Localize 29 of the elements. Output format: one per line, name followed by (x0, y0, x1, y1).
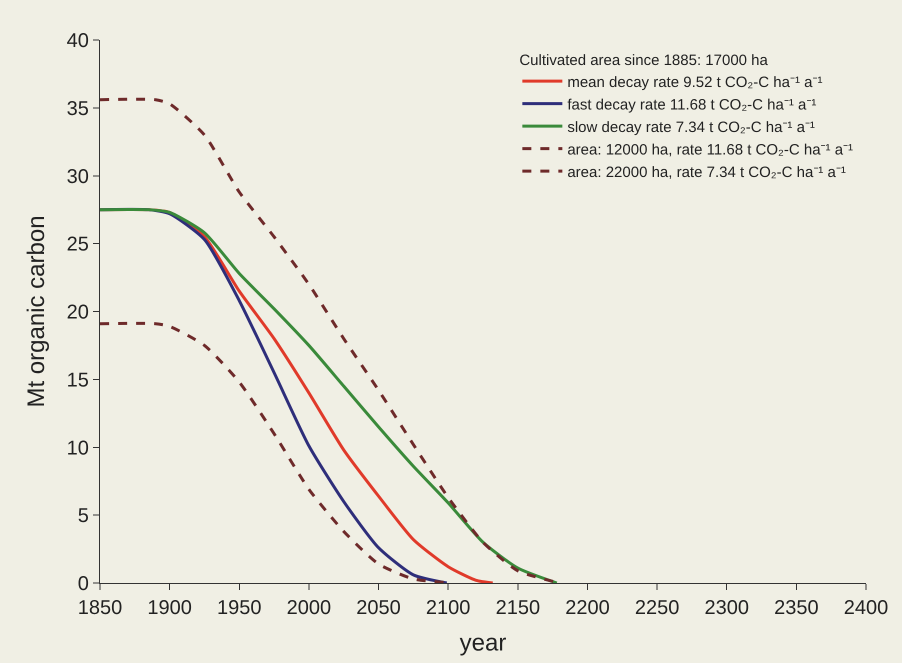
x-tick-label: 2300 (704, 597, 749, 620)
legend-label: fast decay rate 11.68 t CO₂-C ha⁻¹ a⁻¹ (567, 96, 816, 114)
y-tick-label: 30 (66, 166, 89, 188)
legend-label: area: 22000 ha, rate 7.34 t CO₂-C ha⁻¹ a⁻¹ (567, 164, 846, 182)
x-tick-label: 2200 (565, 597, 610, 620)
x-tick-label: 1950 (217, 597, 262, 620)
legend-label: area: 12000 ha, rate 11.68 t CO₂-C ha⁻¹ a⁻¹ (567, 142, 854, 159)
y-tick-label: 5 (78, 505, 89, 528)
x-tick-label: 2000 (286, 597, 332, 620)
x-tick-label: 2400 (844, 597, 888, 620)
y-tick-label: 25 (66, 234, 89, 256)
x-tick-label: 2050 (356, 597, 401, 620)
x-tick-label: 2350 (774, 597, 819, 620)
y-tick-label: 40 (66, 30, 89, 52)
legend-label: mean decay rate 9.52 t CO₂-C ha⁻¹ a⁻¹ (567, 74, 822, 92)
y-tick-label: 20 (66, 302, 89, 324)
y-axis-title: Mt organic carbon (22, 215, 50, 408)
legend-title: Cultivated area since 1885: 17000 ha (519, 52, 769, 69)
x-tick-label: 2150 (496, 597, 540, 620)
y-tick-label: 10 (66, 437, 89, 460)
x-tick-label: 2250 (634, 597, 680, 620)
x-tick-label: 1850 (78, 597, 122, 620)
y-tick-label: 0 (78, 573, 89, 595)
x-tick-label: 2100 (426, 597, 470, 620)
y-tick-label: 15 (66, 369, 89, 392)
x-tick-label: 1900 (147, 597, 192, 620)
y-tick-label: 35 (66, 98, 89, 120)
legend-label: slow decay rate 7.34 t CO₂-C ha⁻¹ a⁻¹ (567, 119, 815, 136)
x-axis-title: year (460, 629, 506, 656)
